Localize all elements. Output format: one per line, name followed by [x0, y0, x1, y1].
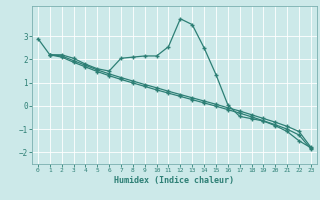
X-axis label: Humidex (Indice chaleur): Humidex (Indice chaleur)	[115, 176, 234, 185]
